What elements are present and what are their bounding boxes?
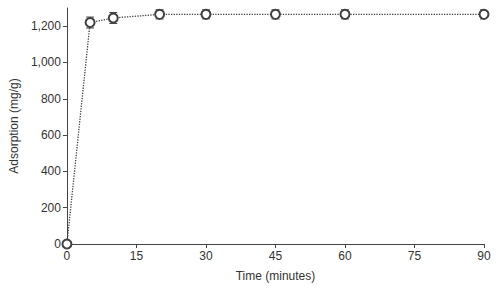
svg-text:45: 45 — [269, 249, 283, 263]
svg-text:0: 0 — [54, 237, 61, 251]
svg-text:30: 30 — [199, 249, 213, 263]
svg-text:Time (minutes): Time (minutes) — [236, 269, 316, 283]
svg-text:800: 800 — [41, 92, 61, 106]
svg-text:Adsorption (mg/g): Adsorption (mg/g) — [7, 78, 21, 173]
svg-text:75: 75 — [408, 249, 422, 263]
svg-text:400: 400 — [41, 164, 61, 178]
svg-text:600: 600 — [41, 128, 61, 142]
svg-text:1,200: 1,200 — [31, 19, 61, 33]
svg-text:90: 90 — [477, 249, 491, 263]
svg-text:60: 60 — [338, 249, 352, 263]
svg-text:15: 15 — [130, 249, 144, 263]
svg-text:0: 0 — [64, 249, 71, 263]
svg-text:200: 200 — [41, 201, 61, 215]
svg-text:1,000: 1,000 — [31, 55, 61, 69]
